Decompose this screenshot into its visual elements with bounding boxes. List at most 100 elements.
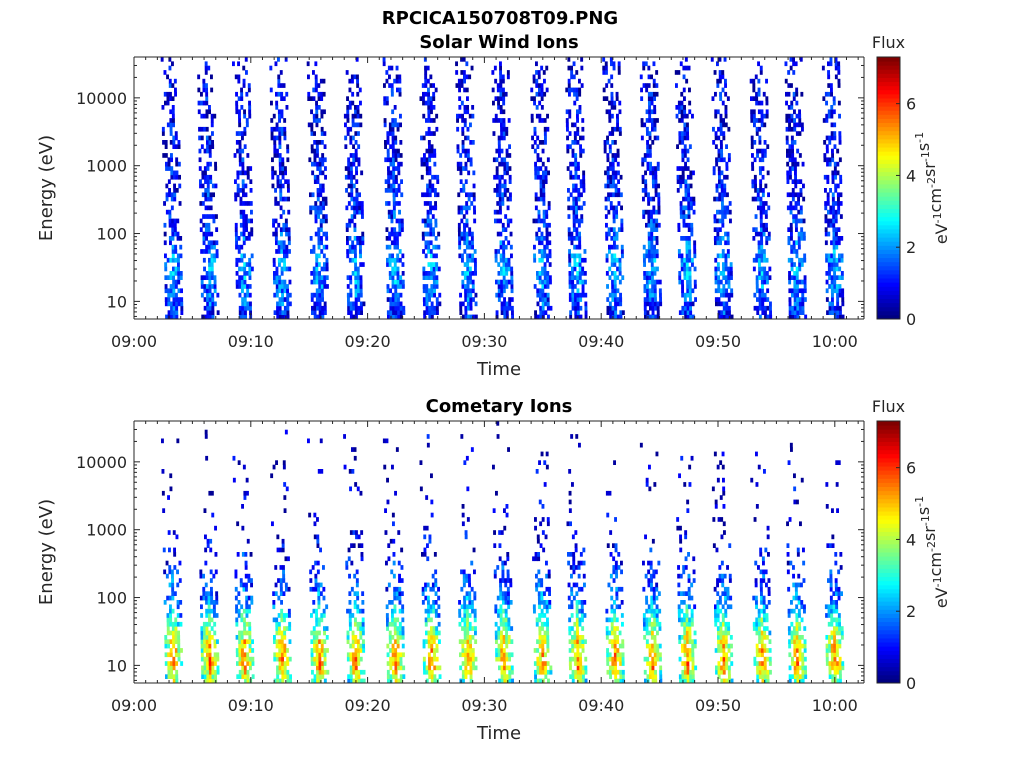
heatmap-cell <box>171 626 175 631</box>
heatmap-cell <box>462 205 466 211</box>
heatmap-cell <box>788 153 792 158</box>
heatmap-cell <box>570 87 574 93</box>
heatmap-cell <box>215 253 219 259</box>
heatmap-cell <box>643 257 646 263</box>
heatmap-cell <box>645 126 649 132</box>
heatmap-cell <box>543 244 547 250</box>
heatmap-cell <box>474 314 478 320</box>
heatmap-cell <box>247 573 251 579</box>
heatmap-cell <box>347 547 351 553</box>
colorbar-tick-label: 2 <box>906 238 916 257</box>
heatmap-cell <box>500 288 504 294</box>
heatmap-cell <box>458 236 461 241</box>
heatmap-cell <box>610 253 614 259</box>
heatmap-cell <box>578 240 582 246</box>
colorbar-swatch <box>877 265 900 271</box>
heatmap-cell <box>717 284 721 289</box>
heatmap-cell <box>581 148 585 154</box>
heatmap-cell <box>273 639 276 644</box>
heatmap-cell <box>198 157 202 163</box>
heatmap-cell <box>789 57 793 62</box>
heatmap-cell <box>245 122 249 128</box>
heatmap-cell <box>492 118 496 123</box>
heatmap-cell <box>541 140 545 145</box>
heatmap-cell <box>317 617 321 623</box>
heatmap-cell <box>457 209 461 215</box>
heatmap-cell <box>503 192 507 198</box>
heatmap-cell <box>307 438 310 444</box>
heatmap-cell <box>306 61 310 67</box>
heatmap-cell <box>686 126 689 132</box>
heatmap-cell <box>249 310 252 315</box>
colorbar-swatch <box>877 192 900 197</box>
heatmap-cell <box>759 170 762 176</box>
heatmap-cell <box>171 573 174 579</box>
heatmap-cell <box>210 87 214 93</box>
heatmap-cell <box>288 621 292 627</box>
heatmap-cell <box>248 262 252 267</box>
heatmap-cell <box>569 310 573 315</box>
heatmap-cell <box>344 122 347 128</box>
heatmap-cell <box>277 613 281 618</box>
heatmap-cell <box>459 301 463 307</box>
heatmap-cell <box>427 244 431 250</box>
heatmap-cell <box>787 91 791 97</box>
heatmap-cell <box>235 91 238 97</box>
heatmap-cell <box>502 118 506 123</box>
heatmap-cell <box>759 196 763 202</box>
heatmap-cell <box>618 262 622 267</box>
heatmap-cell <box>793 305 797 311</box>
heatmap-cell <box>273 275 276 280</box>
heatmap-cell <box>693 240 697 246</box>
heatmap-cell <box>719 240 722 246</box>
heatmap-cell <box>246 669 250 675</box>
heatmap-cell <box>211 656 215 662</box>
heatmap-cell <box>273 310 277 315</box>
heatmap-cell <box>214 525 217 531</box>
heatmap-cell <box>427 87 430 93</box>
heatmap-cell <box>280 131 284 136</box>
heatmap-cell <box>278 661 282 666</box>
heatmap-cell <box>714 131 718 136</box>
heatmap-cell <box>388 126 392 132</box>
heatmap-cell <box>541 292 545 298</box>
heatmap-cell <box>437 244 441 250</box>
heatmap-cell <box>681 131 684 136</box>
heatmap-cell <box>758 118 761 123</box>
heatmap-cell <box>435 262 439 267</box>
heatmap-cell <box>434 218 438 224</box>
heatmap-cell <box>276 179 280 184</box>
heatmap-cell <box>241 288 244 294</box>
heatmap-cell <box>206 314 210 320</box>
heatmap-cell <box>575 209 578 215</box>
heatmap-cell <box>606 305 610 311</box>
heatmap-cell <box>692 170 695 176</box>
heatmap-cell <box>543 78 546 84</box>
heatmap-cell <box>164 153 168 158</box>
heatmap-cell <box>545 227 549 232</box>
heatmap-cell <box>461 140 465 145</box>
heatmap-cell <box>170 305 173 311</box>
heatmap-cell <box>497 148 501 154</box>
heatmap-cell <box>789 227 793 232</box>
heatmap-cell <box>313 656 317 662</box>
heatmap-cell <box>755 288 759 294</box>
heatmap-cell <box>794 192 798 198</box>
heatmap-cell <box>428 661 431 666</box>
heatmap-cell <box>577 166 580 171</box>
heatmap-cell <box>385 604 389 610</box>
heatmap-cell <box>787 227 791 232</box>
heatmap-cell <box>270 131 274 136</box>
heatmap-cell <box>173 218 177 224</box>
heatmap-cell <box>725 314 729 320</box>
heatmap-cell <box>656 118 659 123</box>
heatmap-cell <box>237 249 241 254</box>
heatmap-cell <box>830 266 834 272</box>
heatmap-cell <box>826 201 830 206</box>
heatmap-cell <box>433 552 437 557</box>
heatmap-cell <box>325 231 328 237</box>
heatmap-cell <box>272 222 275 228</box>
heatmap-cell <box>172 140 176 145</box>
heatmap-cell <box>434 569 438 575</box>
heatmap-cell <box>243 109 246 115</box>
